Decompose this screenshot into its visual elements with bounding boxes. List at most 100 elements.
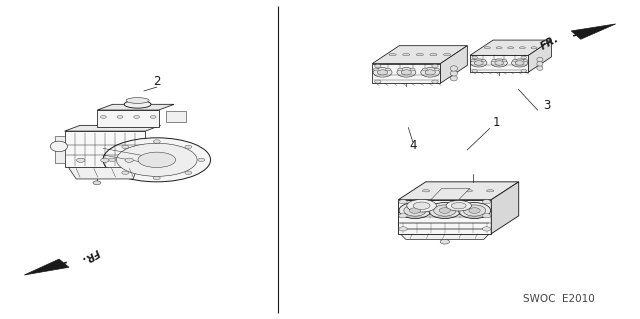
Polygon shape [572,24,616,39]
Circle shape [469,208,480,213]
Circle shape [154,176,160,180]
Text: FR.: FR. [79,246,101,264]
Circle shape [471,59,475,62]
Polygon shape [55,136,65,163]
Circle shape [117,115,123,118]
Circle shape [521,56,527,59]
Ellipse shape [470,59,487,67]
Circle shape [134,115,140,118]
Circle shape [439,208,451,213]
Polygon shape [398,200,492,234]
Ellipse shape [373,68,392,77]
Circle shape [398,68,403,70]
Polygon shape [492,182,519,234]
Circle shape [100,158,109,162]
Circle shape [154,140,160,143]
Ellipse shape [124,100,151,108]
Text: 2: 2 [153,75,161,88]
Circle shape [435,68,440,70]
Ellipse shape [519,47,525,49]
Text: 1: 1 [492,116,500,129]
Circle shape [399,200,407,204]
Text: FR.: FR. [538,33,560,52]
Ellipse shape [446,200,472,211]
Ellipse shape [416,54,424,56]
Circle shape [410,208,420,213]
Ellipse shape [474,61,483,65]
Circle shape [433,205,456,216]
Polygon shape [372,63,440,83]
Ellipse shape [51,141,68,152]
Polygon shape [400,234,490,239]
Ellipse shape [422,189,429,192]
Ellipse shape [420,68,440,77]
Ellipse shape [451,66,458,71]
Circle shape [481,59,486,62]
Circle shape [198,158,205,161]
Circle shape [374,64,381,68]
Ellipse shape [491,59,508,67]
Circle shape [122,145,129,149]
Circle shape [432,80,438,83]
Polygon shape [97,104,174,110]
Polygon shape [65,131,145,167]
Circle shape [185,171,192,174]
Polygon shape [372,46,467,63]
Ellipse shape [451,76,458,81]
Ellipse shape [451,71,458,76]
Ellipse shape [444,189,451,192]
Ellipse shape [413,202,430,209]
Ellipse shape [484,47,490,49]
Ellipse shape [425,70,435,75]
Circle shape [463,205,486,216]
Ellipse shape [138,152,175,167]
Ellipse shape [407,199,436,212]
Ellipse shape [126,98,149,103]
Polygon shape [470,56,529,72]
Circle shape [399,214,407,218]
Circle shape [100,115,106,118]
Circle shape [109,158,116,161]
Ellipse shape [403,54,410,56]
Polygon shape [529,40,552,72]
Circle shape [122,171,129,174]
Circle shape [440,240,449,244]
Circle shape [429,203,461,219]
Circle shape [410,68,415,70]
Text: 3: 3 [543,99,551,112]
Ellipse shape [465,189,472,192]
Ellipse shape [511,59,528,67]
Circle shape [185,145,192,149]
Ellipse shape [451,203,466,209]
Circle shape [77,158,85,162]
Polygon shape [398,182,519,200]
FancyBboxPatch shape [166,111,186,122]
Circle shape [399,203,431,219]
Ellipse shape [444,54,451,56]
Ellipse shape [496,47,502,49]
Text: 4: 4 [409,139,417,152]
Ellipse shape [508,47,514,49]
Circle shape [524,59,527,62]
Circle shape [374,80,381,83]
Text: SWOC  E2010: SWOC E2010 [523,294,595,304]
Polygon shape [440,46,467,83]
Circle shape [125,158,133,162]
Ellipse shape [531,47,537,49]
Polygon shape [97,110,159,127]
Circle shape [422,68,428,70]
Circle shape [502,59,507,62]
Circle shape [399,227,407,231]
Circle shape [492,59,496,62]
Ellipse shape [495,61,504,65]
Ellipse shape [537,66,543,70]
Circle shape [513,59,517,62]
Ellipse shape [378,70,388,75]
Circle shape [93,181,100,185]
Circle shape [483,200,491,204]
Polygon shape [68,167,137,179]
Ellipse shape [116,143,197,176]
Circle shape [458,203,491,219]
Polygon shape [470,40,552,56]
Circle shape [432,64,438,68]
